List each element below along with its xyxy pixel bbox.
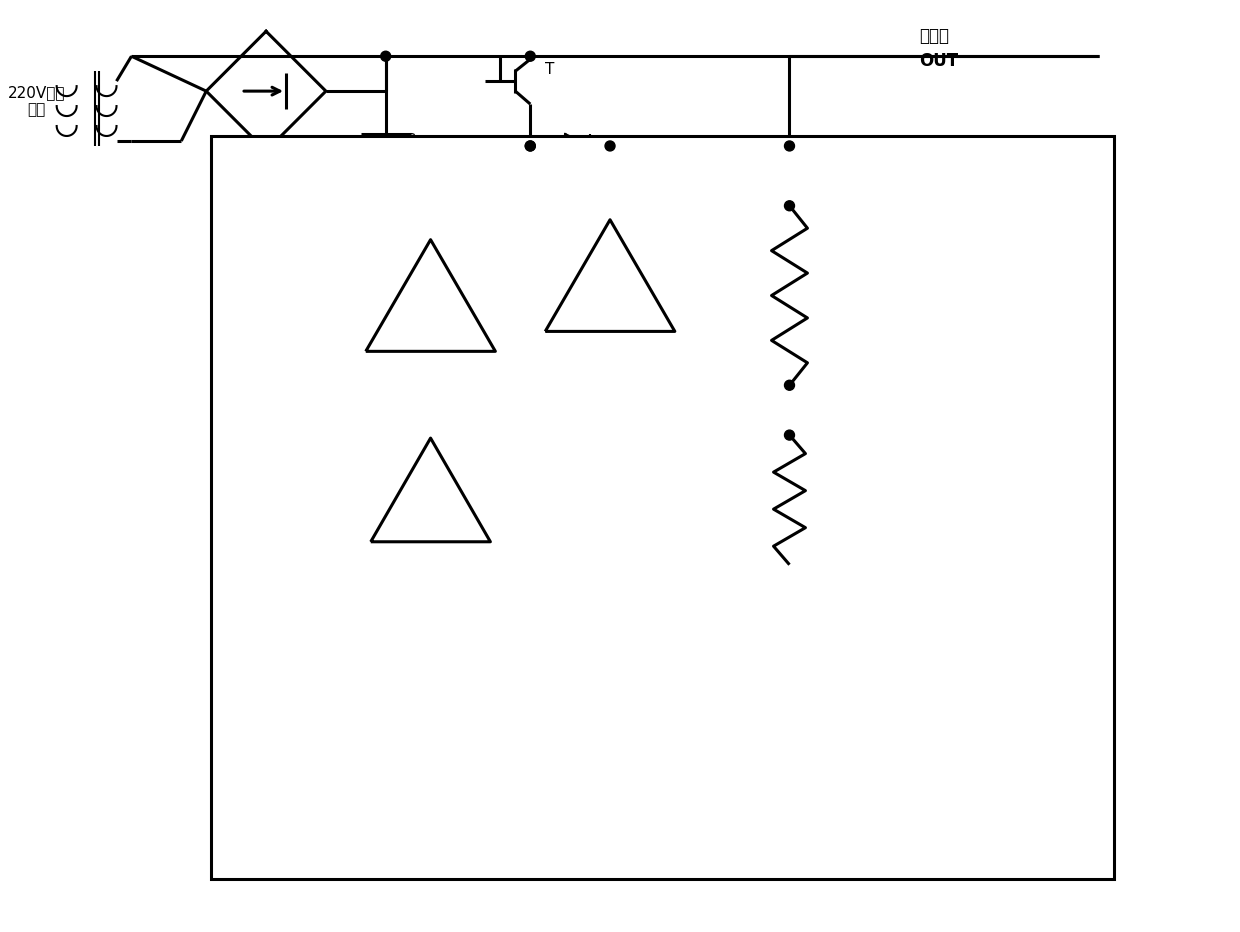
Bar: [590, 391, 680, 450]
Text: VD: VD: [255, 161, 277, 176]
Text: OUT: OUT: [919, 52, 959, 70]
Text: 显示模块: 显示模块: [934, 809, 970, 824]
Text: Z2: Z2: [815, 498, 835, 513]
Text: DAC1: DAC1: [479, 413, 517, 427]
Circle shape: [785, 380, 795, 391]
Text: 电阻网络: 电阻网络: [419, 588, 463, 606]
Text: S+: S+: [978, 188, 1002, 203]
Text: ADC1: ADC1: [314, 398, 353, 412]
Bar: [454, 391, 543, 450]
Text: ADC2: ADC2: [903, 478, 941, 492]
Circle shape: [526, 141, 536, 151]
Text: S-: S-: [978, 368, 994, 383]
Text: 输出端: 输出端: [919, 27, 949, 46]
Bar: [331, 545, 551, 650]
Text: DAC2: DAC2: [616, 413, 653, 427]
Circle shape: [381, 51, 391, 62]
Text: 负载: 负载: [815, 333, 833, 348]
Text: Z1: Z1: [815, 293, 835, 308]
Bar: [869, 455, 973, 514]
Text: C: C: [404, 133, 414, 148]
Text: D+: D+: [800, 154, 823, 169]
Text: 220V交流
输入: 220V交流 输入: [7, 85, 66, 117]
Text: T: T: [546, 62, 554, 76]
Text: D-: D-: [800, 437, 817, 453]
Bar: [281, 376, 386, 435]
Circle shape: [785, 141, 795, 151]
Circle shape: [785, 200, 795, 211]
Circle shape: [526, 141, 536, 151]
Text: AMP2: AMP2: [590, 283, 630, 297]
Circle shape: [605, 141, 615, 151]
Bar: [620, 699, 805, 809]
Circle shape: [785, 430, 795, 440]
Bar: [869, 699, 1034, 764]
Text: AMP3: AMP3: [412, 497, 450, 511]
Text: 通讯模块: 通讯模块: [934, 724, 970, 739]
Circle shape: [526, 51, 536, 62]
Text: MCU: MCU: [689, 745, 734, 763]
Bar: [869, 784, 1034, 849]
Text: AMP1: AMP1: [412, 304, 450, 318]
Bar: [211, 136, 1114, 879]
